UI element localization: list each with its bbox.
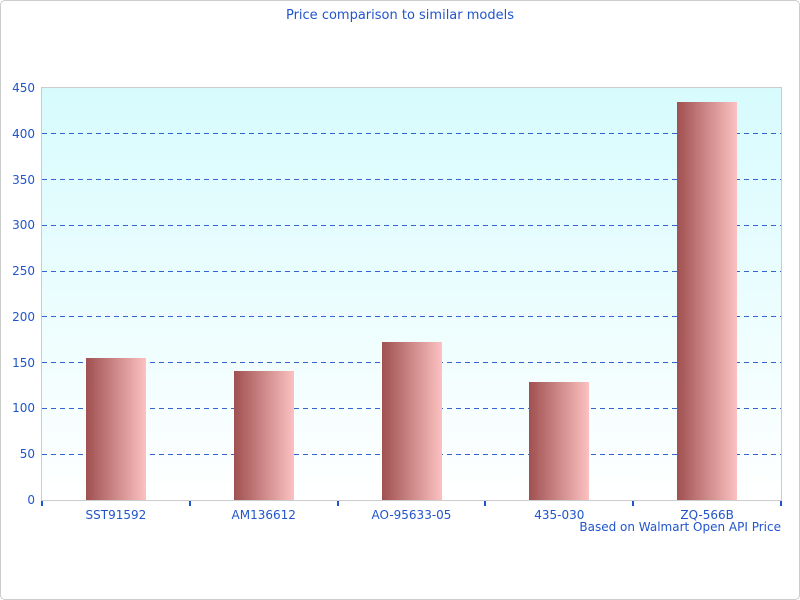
x-tick-mark	[188, 501, 191, 506]
x-tick-label-AO-95633-05: AO-95633-05	[371, 508, 452, 522]
y-tick-label-50: 50	[19, 447, 35, 462]
x-tick-label-AM136612: AM136612	[231, 508, 296, 522]
x-tick-label-SST91592: SST91592	[85, 508, 147, 522]
y-tick-label-200: 200	[12, 309, 35, 324]
gridline-200	[42, 316, 781, 318]
x-tick-mark	[41, 501, 43, 506]
bar-AM136612	[233, 370, 294, 500]
gridline-350	[42, 179, 781, 181]
bar-ZQ-566B	[677, 101, 738, 500]
x-tick-mark	[336, 501, 339, 506]
x-tick-mark	[632, 501, 635, 506]
chart-footer-note: Based on Walmart Open API Price	[579, 520, 781, 534]
y-tick-label-100: 100	[12, 401, 35, 416]
x-tick-mark	[484, 501, 487, 506]
y-tick-label-350: 350	[12, 172, 35, 187]
x-tick-label-435-030: 435-030	[534, 508, 585, 522]
plot-area	[41, 87, 782, 501]
x-tick-label-ZQ-566B: ZQ-566B	[680, 508, 734, 522]
x-tick-mark	[780, 501, 782, 506]
y-tick-label-250: 250	[12, 264, 35, 279]
bar-AO-95633-05	[381, 341, 442, 500]
gridline-400	[42, 133, 781, 135]
chart-title: Price comparison to similar models	[285, 8, 515, 23]
y-tick-label-450: 450	[12, 81, 35, 95]
bar-435-030	[529, 381, 590, 500]
gridline-300	[42, 224, 781, 226]
y-tick-label-0: 0	[27, 493, 35, 507]
gridline-250	[42, 270, 781, 272]
y-tick-label-300: 300	[12, 218, 35, 233]
bar-SST91592	[85, 358, 146, 500]
y-tick-label-400: 400	[12, 126, 35, 141]
y-tick-label-150: 150	[12, 355, 35, 370]
